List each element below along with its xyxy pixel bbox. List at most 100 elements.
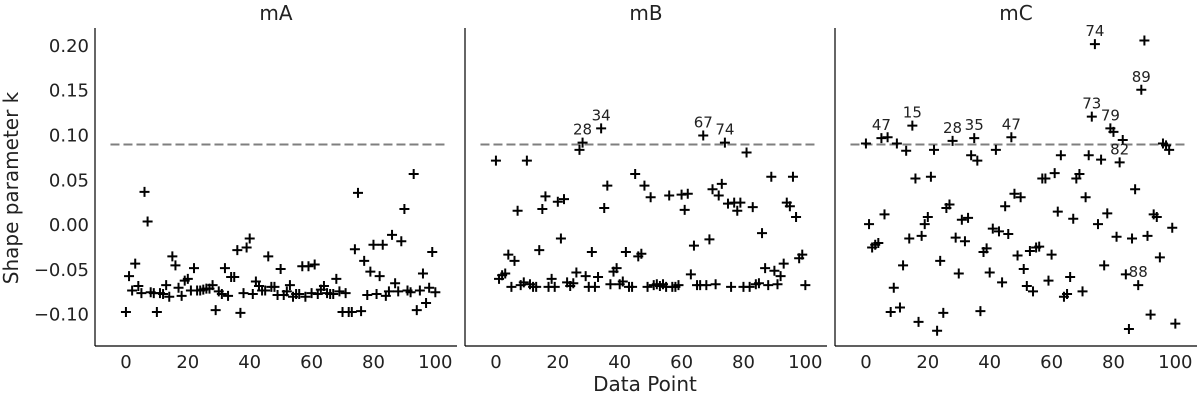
data-point (894, 302, 905, 313)
x-tick-label: 100 (418, 352, 452, 373)
data-point (1170, 318, 1181, 329)
point-label: 82 (1110, 140, 1129, 158)
data-point (969, 133, 980, 144)
data-point (210, 305, 221, 316)
data-point (891, 138, 902, 149)
x-tick-label: 100 (788, 352, 822, 373)
y-tick-label: −0.05 (34, 260, 89, 281)
data-point (1123, 323, 1134, 334)
data-point (707, 184, 718, 195)
y-tick-label: 0.05 (49, 170, 89, 191)
data-point (778, 258, 789, 269)
data-point (411, 305, 422, 316)
data-point (359, 255, 370, 266)
data-point (1021, 280, 1032, 291)
data-point (929, 144, 940, 155)
data-point (1034, 241, 1045, 252)
data-point (688, 240, 699, 251)
data-point (772, 279, 783, 290)
data-point (1077, 286, 1088, 297)
data-point (639, 180, 650, 191)
data-point (136, 288, 147, 299)
point-label: 88 (1129, 263, 1148, 281)
data-point (922, 212, 933, 223)
data-point (602, 180, 613, 191)
data-point (993, 226, 1004, 237)
data-point (1142, 230, 1153, 241)
x-tick-label: 60 (1040, 352, 1063, 373)
data-point (1139, 35, 1150, 46)
data-point (944, 199, 955, 210)
data-point (362, 289, 373, 300)
data-point (552, 196, 563, 207)
data-point (645, 192, 656, 203)
data-point (966, 150, 977, 161)
data-point (1062, 289, 1073, 300)
data-point (393, 286, 404, 297)
data-point (1028, 286, 1039, 297)
data-point (506, 281, 517, 292)
x-tick-label: 40 (978, 352, 1001, 373)
data-point (627, 281, 638, 292)
data-point (1055, 150, 1066, 161)
data-point (747, 202, 758, 213)
data-point (161, 280, 172, 291)
data-point (1089, 39, 1100, 50)
data-point (710, 279, 721, 290)
data-point (390, 278, 401, 289)
data-point (124, 271, 135, 282)
x-tick-label: 0 (120, 352, 131, 373)
data-point (975, 306, 986, 317)
y-axis-label: Shape parameter k (0, 91, 23, 284)
data-point (901, 145, 912, 156)
y-tick-label: 0.10 (49, 125, 89, 146)
x-tick-label: 80 (732, 352, 755, 373)
data-point (158, 289, 169, 300)
data-point (916, 230, 927, 241)
data-point (275, 263, 286, 274)
data-point (1096, 154, 1107, 165)
data-point (1024, 246, 1035, 257)
data-point (953, 268, 964, 279)
data-point (726, 281, 737, 292)
data-point (1049, 168, 1060, 179)
data-point (882, 132, 893, 143)
data-point (959, 236, 970, 247)
data-point (421, 298, 432, 309)
data-point (241, 242, 252, 253)
data-point (682, 188, 693, 199)
data-point (593, 272, 604, 283)
data-point (935, 255, 946, 266)
data-point (303, 261, 314, 272)
point-label: 34 (592, 106, 611, 124)
data-point (744, 281, 755, 292)
data-point (340, 288, 351, 299)
data-point (1003, 229, 1014, 240)
data-point (888, 282, 899, 293)
data-point (963, 212, 974, 223)
panel-mC: mC 0 20 40 60 80 100 47 15 28 35 47 73 74 79 82 88 89 (834, 1, 1197, 373)
data-point (987, 223, 998, 234)
data-point (860, 138, 871, 149)
data-point (568, 278, 579, 289)
y-tick-label: −0.10 (34, 305, 89, 326)
panel-title: mC (999, 1, 1032, 25)
data-point (151, 306, 162, 317)
data-point (346, 306, 357, 317)
point-label: 74 (1085, 22, 1104, 40)
point-label: 28 (943, 119, 962, 137)
data-point (1133, 280, 1144, 291)
data-point (873, 237, 884, 248)
point-label: 35 (965, 116, 984, 134)
data-point (1046, 249, 1057, 260)
data-point (399, 203, 410, 214)
data-point (219, 263, 230, 274)
data-point (679, 204, 690, 215)
data-point (589, 281, 600, 292)
data-point (766, 171, 777, 182)
point-label: 89 (1132, 68, 1151, 86)
data-point (334, 286, 345, 297)
data-point (284, 280, 295, 291)
data-point (800, 280, 811, 291)
